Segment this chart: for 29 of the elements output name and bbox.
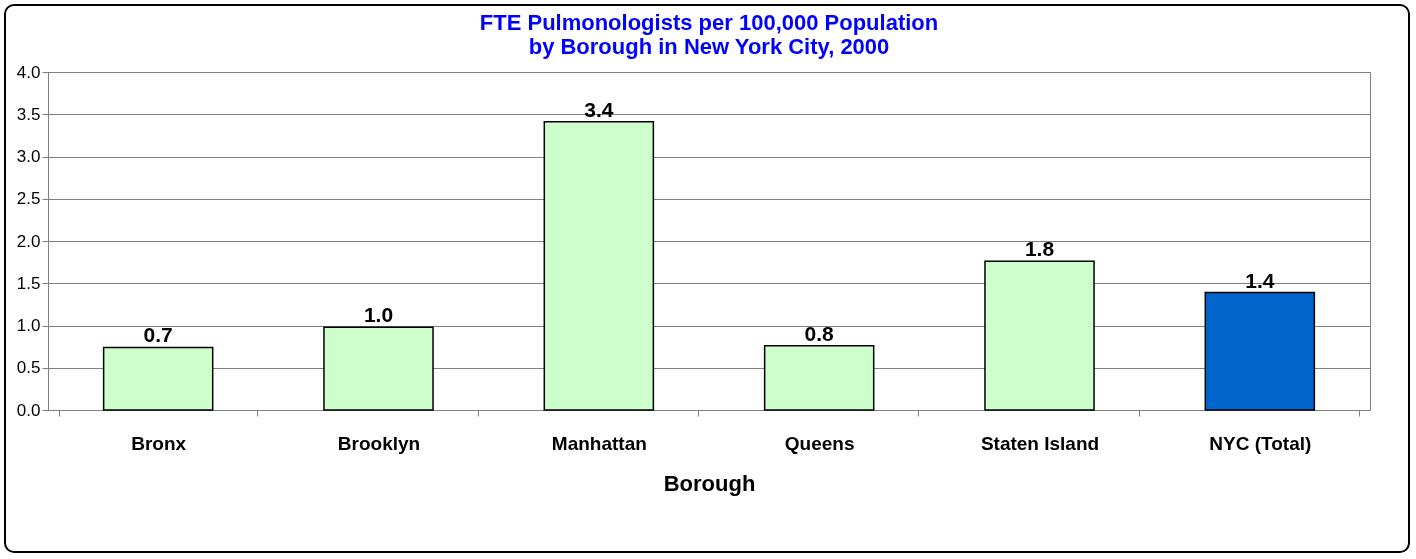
y-tick-label: 0.5 (16, 358, 41, 378)
x-tick-label: NYC (Total) (1209, 432, 1312, 454)
y-tick-label: 1.5 (16, 273, 41, 293)
data-label: 3.4 (584, 97, 614, 121)
y-tick-label: 3.0 (16, 147, 41, 166)
y-tick-label: 2.5 (16, 189, 41, 209)
y-tick-label: 4.0 (16, 62, 41, 82)
bar (984, 260, 1095, 411)
x-tick-label: Brooklyn (337, 432, 421, 454)
bar (1204, 291, 1316, 411)
data-label: 1.8 (1024, 237, 1055, 261)
x-tick-label: Manhattan (551, 432, 647, 454)
x-tick-label: Bronx (131, 432, 187, 454)
data-label: 0.7 (143, 323, 173, 347)
y-tick-label: 0.0 (16, 400, 41, 420)
bar (543, 121, 655, 411)
chart-title: FTE Pulmonologists per 100,000 Population by Borough in New York City, 2000 (479, 10, 939, 59)
data-label: 0.8 (804, 321, 835, 345)
data-label: 1.4 (1245, 268, 1275, 292)
bar (763, 345, 875, 411)
y-tick-label: 2.0 (16, 231, 41, 251)
x-tick-label: Staten Island (980, 432, 1100, 454)
bar (323, 326, 434, 411)
y-tick-label: 3.5 (16, 104, 41, 124)
bar (102, 346, 214, 411)
x-axis-title: Borough (663, 470, 756, 496)
x-tick-label: Queens (784, 432, 855, 454)
y-tick-label: 1.0 (16, 316, 41, 335)
data-label: 1.0 (363, 303, 394, 327)
